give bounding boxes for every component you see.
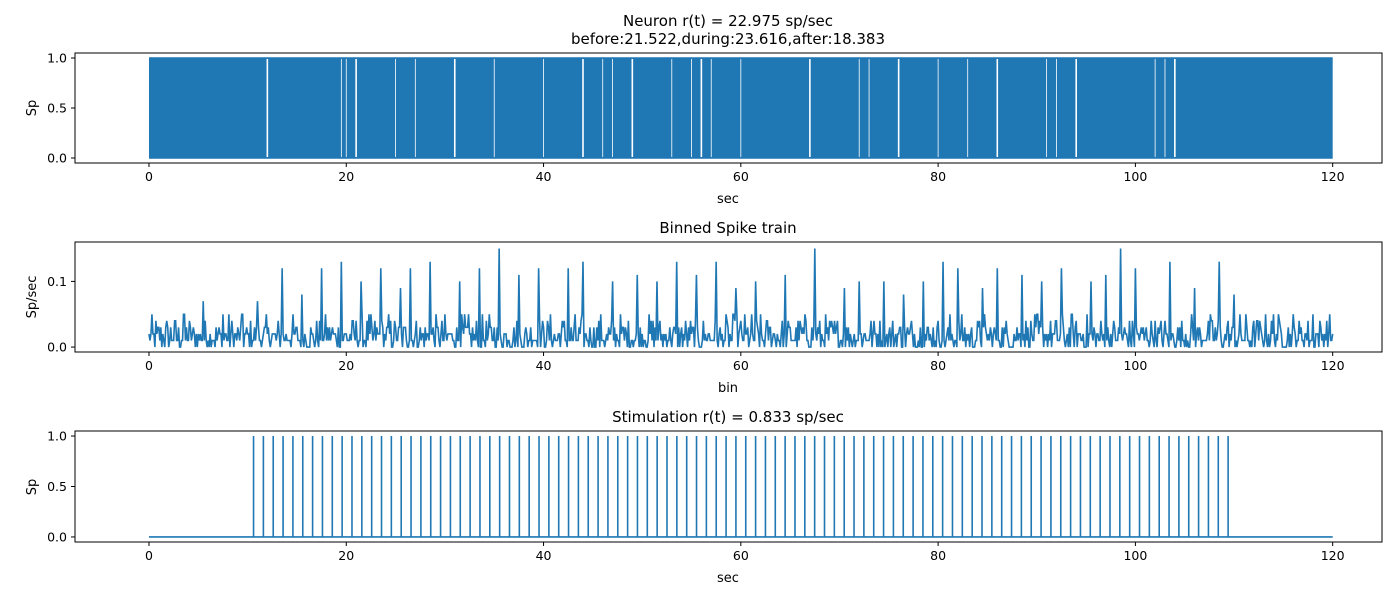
binned-x-tick-label: 80 (930, 358, 946, 373)
binned-x-ticks: 0 20 40 60 80 100 120 (145, 352, 1345, 373)
stimulation-y-axis-label: Sp (25, 479, 40, 496)
stimulation-title: Stimulation r(t) = 0.833 sp/sec (612, 408, 844, 426)
neuron-x-tick-label: 40 (536, 169, 552, 184)
neuron-series (148, 57, 1333, 159)
binned-y-ticks: 0.0 0.1 (47, 274, 75, 355)
binned-x-tick-label: 120 (1321, 358, 1345, 373)
stimulation-series (148, 436, 1333, 538)
stimulation-x-axis-label: sec (717, 571, 739, 586)
binned-rate-line (148, 248, 1334, 348)
neuron-x-ticks: 0 20 40 60 80 100 120 (145, 163, 1345, 184)
stimulation-x-ticks: 0 20 40 60 80 100 120 (145, 542, 1345, 563)
stimulation-panel: Stimulation r(t) = 0.833 sp/sec 0 20 40 60 8… (25, 408, 1383, 586)
binned-title: Binned Spike train (659, 219, 796, 237)
stimulation-x-tick-label: 0 (145, 548, 153, 563)
neuron-raster-panel: Neuron r(t) = 22.975 sp/sec before:21.52… (25, 12, 1383, 207)
neuron-y-tick-label: 0.5 (47, 101, 67, 116)
binned-x-tick-label: 20 (338, 358, 354, 373)
stimulation-y-tick-label: 1.0 (47, 429, 67, 444)
binned-x-axis-label: bin (718, 381, 738, 396)
binned-y-axis-label: Sp/sec (25, 276, 40, 319)
neuron-y-axis-label: Sp (25, 100, 40, 117)
binned-axes-frame (74, 241, 1383, 353)
neuron-y-tick-label: 0.0 (47, 151, 67, 166)
binned-series (148, 248, 1334, 348)
neuron-y-tick-label: 1.0 (47, 51, 67, 66)
stimulation-x-tick-label: 20 (338, 548, 354, 563)
binned-x-tick-label: 0 (145, 358, 153, 373)
stimulation-x-tick-label: 60 (733, 548, 749, 563)
stimulation-x-tick-label: 40 (536, 548, 552, 563)
binned-x-tick-label: 60 (733, 358, 749, 373)
neuron-x-tick-label: 20 (338, 169, 354, 184)
neuron-x-tick-label: 80 (930, 169, 946, 184)
binned-train-panel: Binned Spike train 0 20 40 60 80 100 120 0.00.… (25, 219, 1383, 396)
neuron-plot-area (74, 52, 1383, 164)
neuron-x-tick-label: 0 (145, 169, 153, 184)
binned-y-tick-label: 0.1 (47, 274, 67, 289)
neuron-x-tick-label: 60 (733, 169, 749, 184)
stimulation-x-tick-label: 100 (1123, 548, 1147, 563)
neuron-x-tick-label: 100 (1123, 169, 1147, 184)
stimulation-x-tick-label: 120 (1321, 548, 1345, 563)
binned-plot-area (74, 241, 1383, 353)
binned-x-tick-label: 40 (536, 358, 552, 373)
stimulation-y-tick-label: 0.5 (47, 479, 67, 494)
neuron-x-axis-label: sec (717, 192, 739, 207)
neuron-y-ticks: 0.0 0.5 1.0 (47, 51, 75, 166)
neuron-title-line-2: before:21.522,during:23.616,after:18.383 (571, 30, 885, 48)
stimulation-y-ticks: 0.0 0.5 1.0 (47, 429, 75, 544)
binned-y-tick-label: 0.0 (47, 340, 67, 355)
stimulation-y-tick-label: 0.0 (47, 529, 67, 544)
neuron-title-line-1: Neuron r(t) = 22.975 sp/sec (623, 12, 833, 30)
stimulation-x-tick-label: 80 (930, 548, 946, 563)
binned-x-tick-label: 100 (1123, 358, 1147, 373)
neuron-x-tick-label: 120 (1321, 169, 1345, 184)
stimulation-plot-area (74, 430, 1383, 543)
